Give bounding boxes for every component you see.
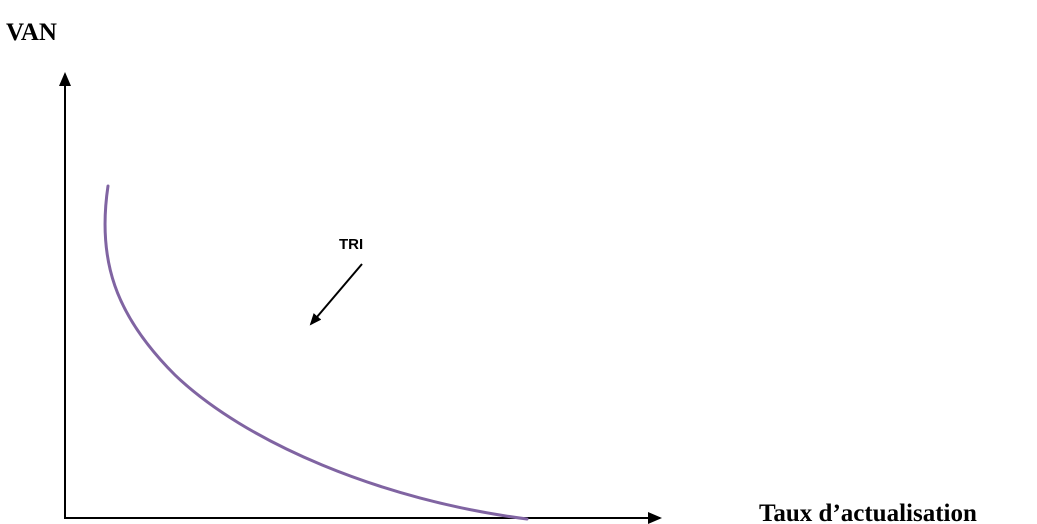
tri-label: TRI xyxy=(339,236,363,253)
tri-arrow xyxy=(309,263,363,326)
y-axis-label: VAN xyxy=(6,19,57,46)
x-axis-label: Taux d’actualisation xyxy=(759,500,977,524)
npv-curve xyxy=(103,184,529,521)
